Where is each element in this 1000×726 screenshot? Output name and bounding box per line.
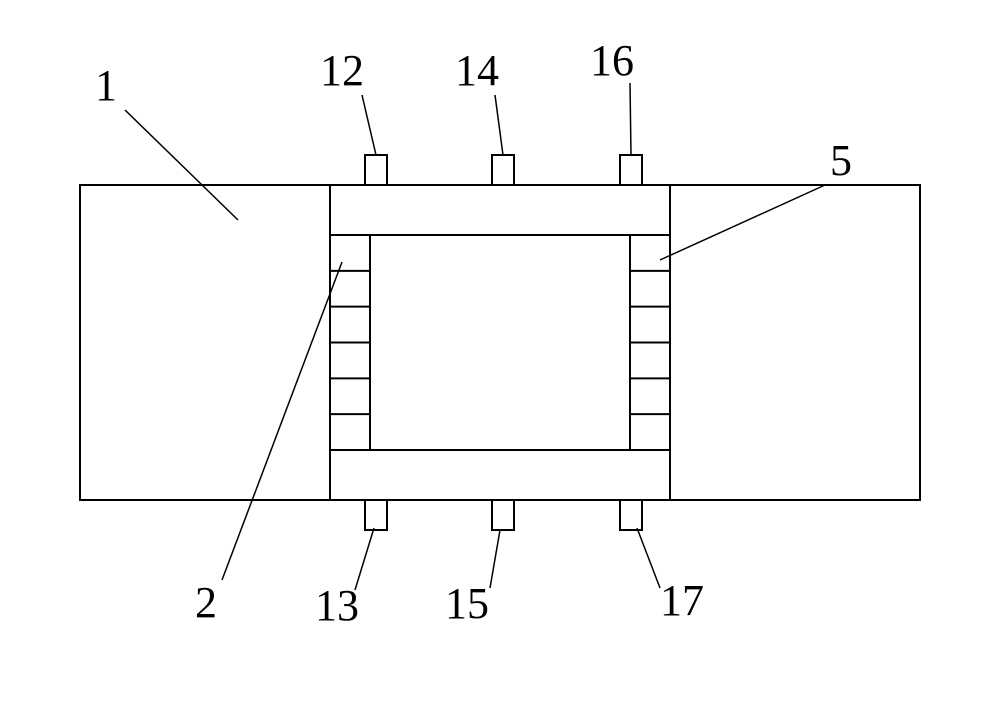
leader-2 (222, 262, 342, 580)
bottom-tab-0 (365, 500, 387, 530)
label-17: 17 (660, 576, 704, 625)
bottom-tab-2 (620, 500, 642, 530)
label-12: 12 (320, 46, 364, 95)
center-top-bar (330, 185, 670, 235)
center-bottom-bar (330, 450, 670, 500)
label-14: 14 (455, 46, 499, 95)
label-13: 13 (315, 581, 359, 630)
label-2: 2 (195, 578, 217, 627)
leader-1 (125, 110, 238, 220)
outer-rect (80, 185, 920, 500)
top-tab-0 (365, 155, 387, 185)
label-15: 15 (445, 579, 489, 628)
engineering-diagram: 1 12 14 16 5 2 13 15 17 (0, 0, 1000, 726)
top-tab-2 (620, 155, 642, 185)
leader-16 (630, 83, 631, 155)
bottom-tab-1 (492, 500, 514, 530)
top-tab-1 (492, 155, 514, 185)
leader-15 (490, 530, 500, 588)
label-5: 5 (830, 136, 852, 185)
leader-17 (637, 528, 660, 588)
leader-12 (362, 95, 376, 155)
label-16: 16 (590, 36, 634, 85)
label-1: 1 (95, 61, 117, 110)
leader-14 (495, 95, 503, 155)
leader-5 (660, 185, 825, 260)
